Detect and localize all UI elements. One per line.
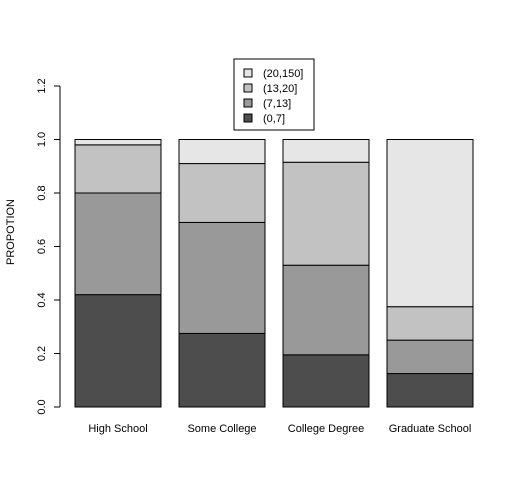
legend-label: (7,13] xyxy=(263,98,291,110)
legend-swatch xyxy=(243,113,253,123)
bars-group xyxy=(74,139,474,408)
y-axis-label: PROPOTION xyxy=(5,199,17,265)
legend-swatch xyxy=(243,68,253,78)
y-tick-label: 0.4 xyxy=(36,292,48,307)
bar-segment xyxy=(74,294,162,408)
y-tick-label: 1.0 xyxy=(36,132,48,147)
y-tick-label: 0.0 xyxy=(36,399,48,414)
y-axis: 0.0 0.2 0.4 0.6 0.8 1.0 1.2 xyxy=(36,78,61,415)
legend: (20,150] (13,20] (7,13] (0,7] xyxy=(233,58,315,131)
legend-label: (0,7] xyxy=(263,113,285,125)
x-tick-label: Graduate School xyxy=(389,423,472,435)
x-tick-labels: High School Some College College Degree Gra… xyxy=(88,423,471,435)
y-tick-label: 0.8 xyxy=(36,185,48,200)
x-tick-label: College Degree xyxy=(288,423,364,435)
x-tick-label: High School xyxy=(88,423,147,435)
y-tick-label: 1.2 xyxy=(36,78,48,93)
bar-segment xyxy=(386,339,474,375)
bar-segment xyxy=(386,306,474,341)
legend-label: (20,150] xyxy=(263,68,303,80)
legend-swatch xyxy=(243,83,253,93)
bar-segment xyxy=(282,161,370,266)
bar-segment xyxy=(386,139,474,308)
bar-segment xyxy=(74,144,162,194)
bar-segment xyxy=(178,163,266,223)
bar-segment xyxy=(282,264,370,356)
bar-segment xyxy=(282,139,370,163)
bar-segment xyxy=(178,221,266,334)
bar-segment xyxy=(178,139,266,165)
y-tick-label: 0.2 xyxy=(36,346,48,361)
legend-label: (13,20] xyxy=(263,83,297,95)
y-tick-label: 0.6 xyxy=(36,239,48,254)
bar-segment xyxy=(282,354,370,408)
x-tick-label: Some College xyxy=(187,423,256,435)
bar-segment xyxy=(386,373,474,408)
legend-swatch xyxy=(243,98,253,108)
bar-segment xyxy=(74,192,162,296)
bar-segment xyxy=(178,332,266,408)
bar-segment xyxy=(74,139,162,146)
